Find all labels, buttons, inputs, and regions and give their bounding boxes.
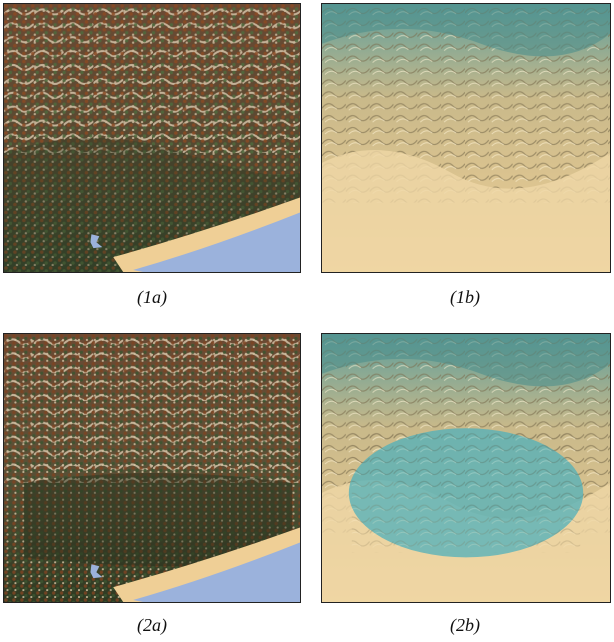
caption-1a: (1a)	[137, 287, 167, 307]
forest-terrain-image	[4, 334, 300, 602]
lake-shape	[90, 234, 103, 249]
caption-2b: (2b)	[450, 615, 480, 635]
forest-render-2a	[3, 333, 301, 603]
terrain-render-2b	[321, 333, 611, 603]
terrain-render-1b	[321, 3, 611, 273]
caption-1b: (1b)	[450, 287, 480, 307]
forest-terrain-image	[4, 4, 300, 272]
shaded-terrain-image	[322, 334, 610, 602]
shaded-terrain-image	[322, 4, 610, 272]
forest-render-1a	[3, 3, 301, 273]
caption-2a: (2a)	[137, 615, 167, 635]
lake-shape	[90, 564, 103, 579]
